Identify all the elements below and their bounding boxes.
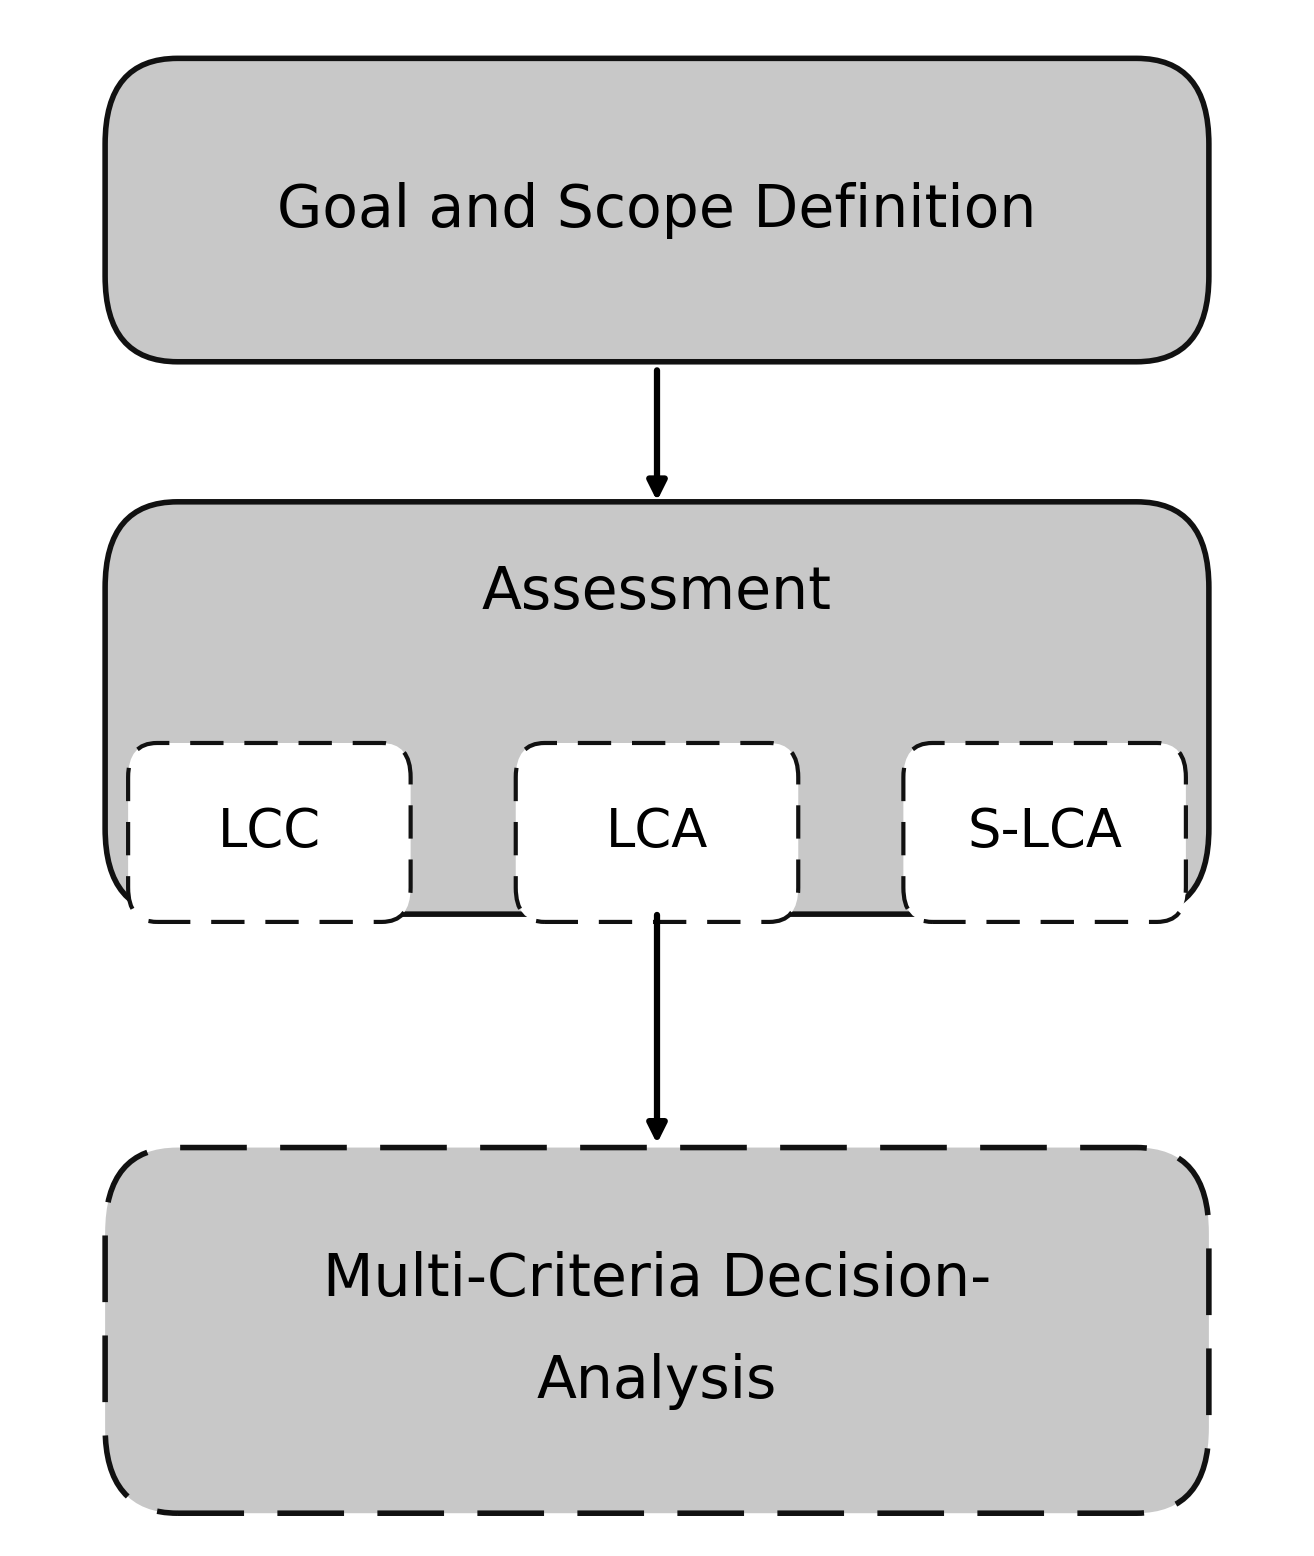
FancyBboxPatch shape [127,742,410,921]
Text: Assessment: Assessment [482,563,832,621]
FancyBboxPatch shape [105,1148,1209,1512]
Text: Goal and Scope Definition: Goal and Scope Definition [277,182,1037,238]
Text: LCA: LCA [606,806,708,859]
FancyBboxPatch shape [515,742,799,921]
Text: S-LCA: S-LCA [967,806,1122,859]
Text: Multi-Criteria Decision-
Analysis: Multi-Criteria Decision- Analysis [323,1251,991,1410]
FancyBboxPatch shape [904,742,1185,921]
Text: LCC: LCC [218,806,321,859]
FancyBboxPatch shape [105,501,1209,915]
FancyBboxPatch shape [105,59,1209,363]
